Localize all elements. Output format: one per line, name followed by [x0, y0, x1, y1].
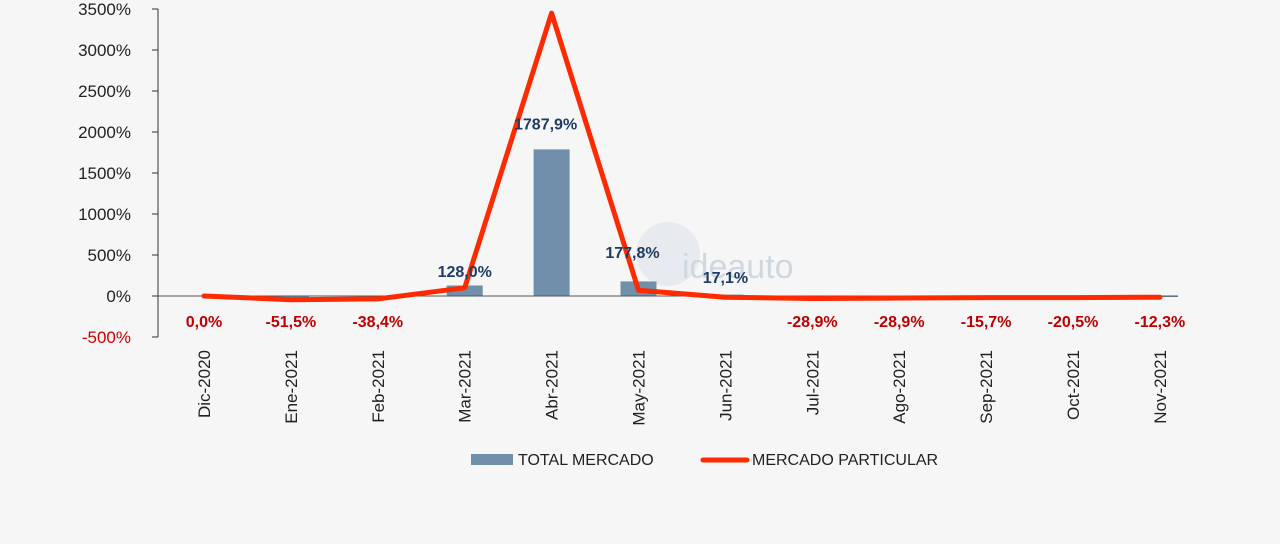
plot-area: ideauto 3500% 3000% 2500% 2000% 1500% 1000% 500… [78, 0, 1185, 469]
y-tick-label: -500% [82, 328, 131, 347]
data-label: 177,8% [605, 245, 659, 262]
x-tick-label: Oct-2021 [1064, 350, 1083, 420]
data-label: 1787,9% [514, 116, 577, 133]
data-label: -20,5% [1048, 314, 1099, 331]
y-tick-label: 0% [106, 287, 131, 306]
y-tick-label: 1500% [78, 164, 131, 183]
x-tick-label: Nov-2021 [1151, 350, 1170, 424]
legend-label-mercado-particular: MERCADO PARTICULAR [752, 452, 938, 469]
data-label: -51,5% [266, 314, 317, 331]
data-label: 0,0% [186, 314, 222, 331]
y-tick-label: 500% [88, 246, 131, 265]
legend-label-total-mercado: TOTAL MERCADO [518, 452, 654, 469]
data-label: -28,9% [874, 314, 925, 331]
watermark-text: ideauto [682, 248, 794, 286]
data-label: -15,7% [961, 314, 1012, 331]
x-tick-label: Ago-2021 [890, 350, 909, 424]
y-tick-label: 2000% [78, 123, 131, 142]
x-tick-label: Dic-2020 [195, 350, 214, 418]
data-label: -28,9% [787, 314, 838, 331]
x-tick-label: May-2021 [630, 350, 649, 426]
x-tick-label: Jun-2021 [716, 350, 735, 421]
bar-total-mercado [533, 149, 570, 296]
y-tick-label: 2500% [78, 82, 131, 101]
line-mercado-particular [201, 10, 1163, 303]
data-label: 128,0% [438, 264, 492, 281]
x-tick-label: Feb-2021 [369, 350, 388, 423]
y-tick-label: 3500% [78, 0, 131, 19]
data-label: -38,4% [352, 314, 403, 331]
data-label: 17,1% [703, 270, 748, 287]
x-tick-label: Mar-2021 [456, 350, 475, 423]
x-tick-label: Abr-2021 [543, 350, 562, 420]
x-tick-label: Ene-2021 [282, 350, 301, 424]
bar-total-mercado [446, 285, 483, 296]
x-tick-label: Sep-2021 [977, 350, 996, 424]
x-tick-label: Jul-2021 [803, 350, 822, 415]
legend-swatch-total-mercado [471, 454, 513, 465]
y-tick-label: 3000% [78, 41, 131, 60]
data-label: -12,3% [1135, 314, 1186, 331]
watermark-logo [636, 222, 700, 286]
y-tick-label: 1000% [78, 205, 131, 224]
